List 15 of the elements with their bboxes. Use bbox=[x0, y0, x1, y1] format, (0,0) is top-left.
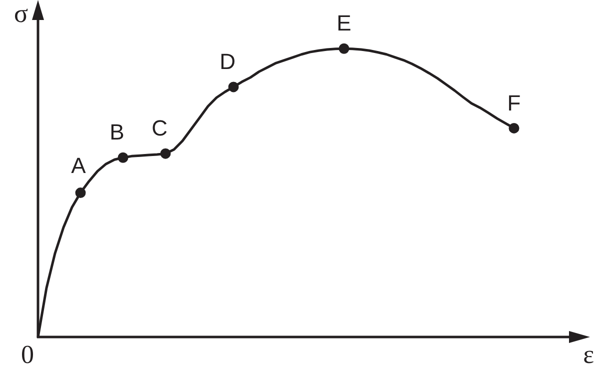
point bbox=[338, 43, 350, 54]
annotation: A bbox=[71, 152, 86, 178]
annotation: D bbox=[220, 49, 236, 74]
x-axis-title: ε bbox=[583, 340, 594, 369]
point bbox=[118, 152, 128, 163]
annotation: F bbox=[507, 90, 521, 116]
text: 0 bbox=[21, 340, 34, 369]
point bbox=[160, 148, 171, 159]
annotation: E bbox=[336, 10, 352, 36]
y-axis-title: σ bbox=[14, 0, 28, 28]
annotation: B bbox=[110, 120, 124, 145]
annotation: C bbox=[152, 116, 168, 141]
point bbox=[75, 188, 86, 198]
point bbox=[508, 122, 520, 134]
point bbox=[228, 82, 239, 92]
